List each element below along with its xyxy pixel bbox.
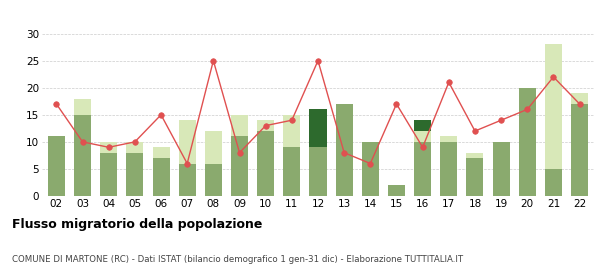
Bar [519,88,536,196]
Bar [205,131,222,164]
Bar [571,93,588,104]
Bar [100,153,117,196]
Bar [257,120,274,131]
Bar [127,142,143,153]
Bar [74,99,91,115]
Bar [152,158,170,196]
Bar [127,153,143,196]
Bar [414,131,431,142]
Bar [440,136,457,142]
Bar [283,147,301,196]
Bar [545,169,562,196]
Bar [571,104,588,196]
Bar [414,120,431,131]
Bar [493,142,509,196]
Bar [74,115,91,196]
Text: Flusso migratorio della popolazione: Flusso migratorio della popolazione [12,218,262,231]
Bar [231,115,248,136]
Bar [179,120,196,164]
Bar [466,158,484,196]
Bar [283,115,301,147]
Bar [335,104,353,196]
Bar [545,45,562,169]
Bar [179,164,196,196]
Bar [257,131,274,196]
Bar [48,136,65,196]
Bar [388,185,405,196]
Text: COMUNE DI MARTONE (RC) - Dati ISTAT (bilancio demografico 1 gen-31 dic) - Elabor: COMUNE DI MARTONE (RC) - Dati ISTAT (bil… [12,255,463,264]
Bar [100,142,117,153]
Bar [152,147,170,158]
Bar [414,142,431,196]
Bar [440,142,457,196]
Bar [205,164,222,196]
Bar [310,147,326,196]
Bar [231,136,248,196]
Bar [310,109,326,147]
Bar [466,153,484,158]
Bar [362,142,379,196]
